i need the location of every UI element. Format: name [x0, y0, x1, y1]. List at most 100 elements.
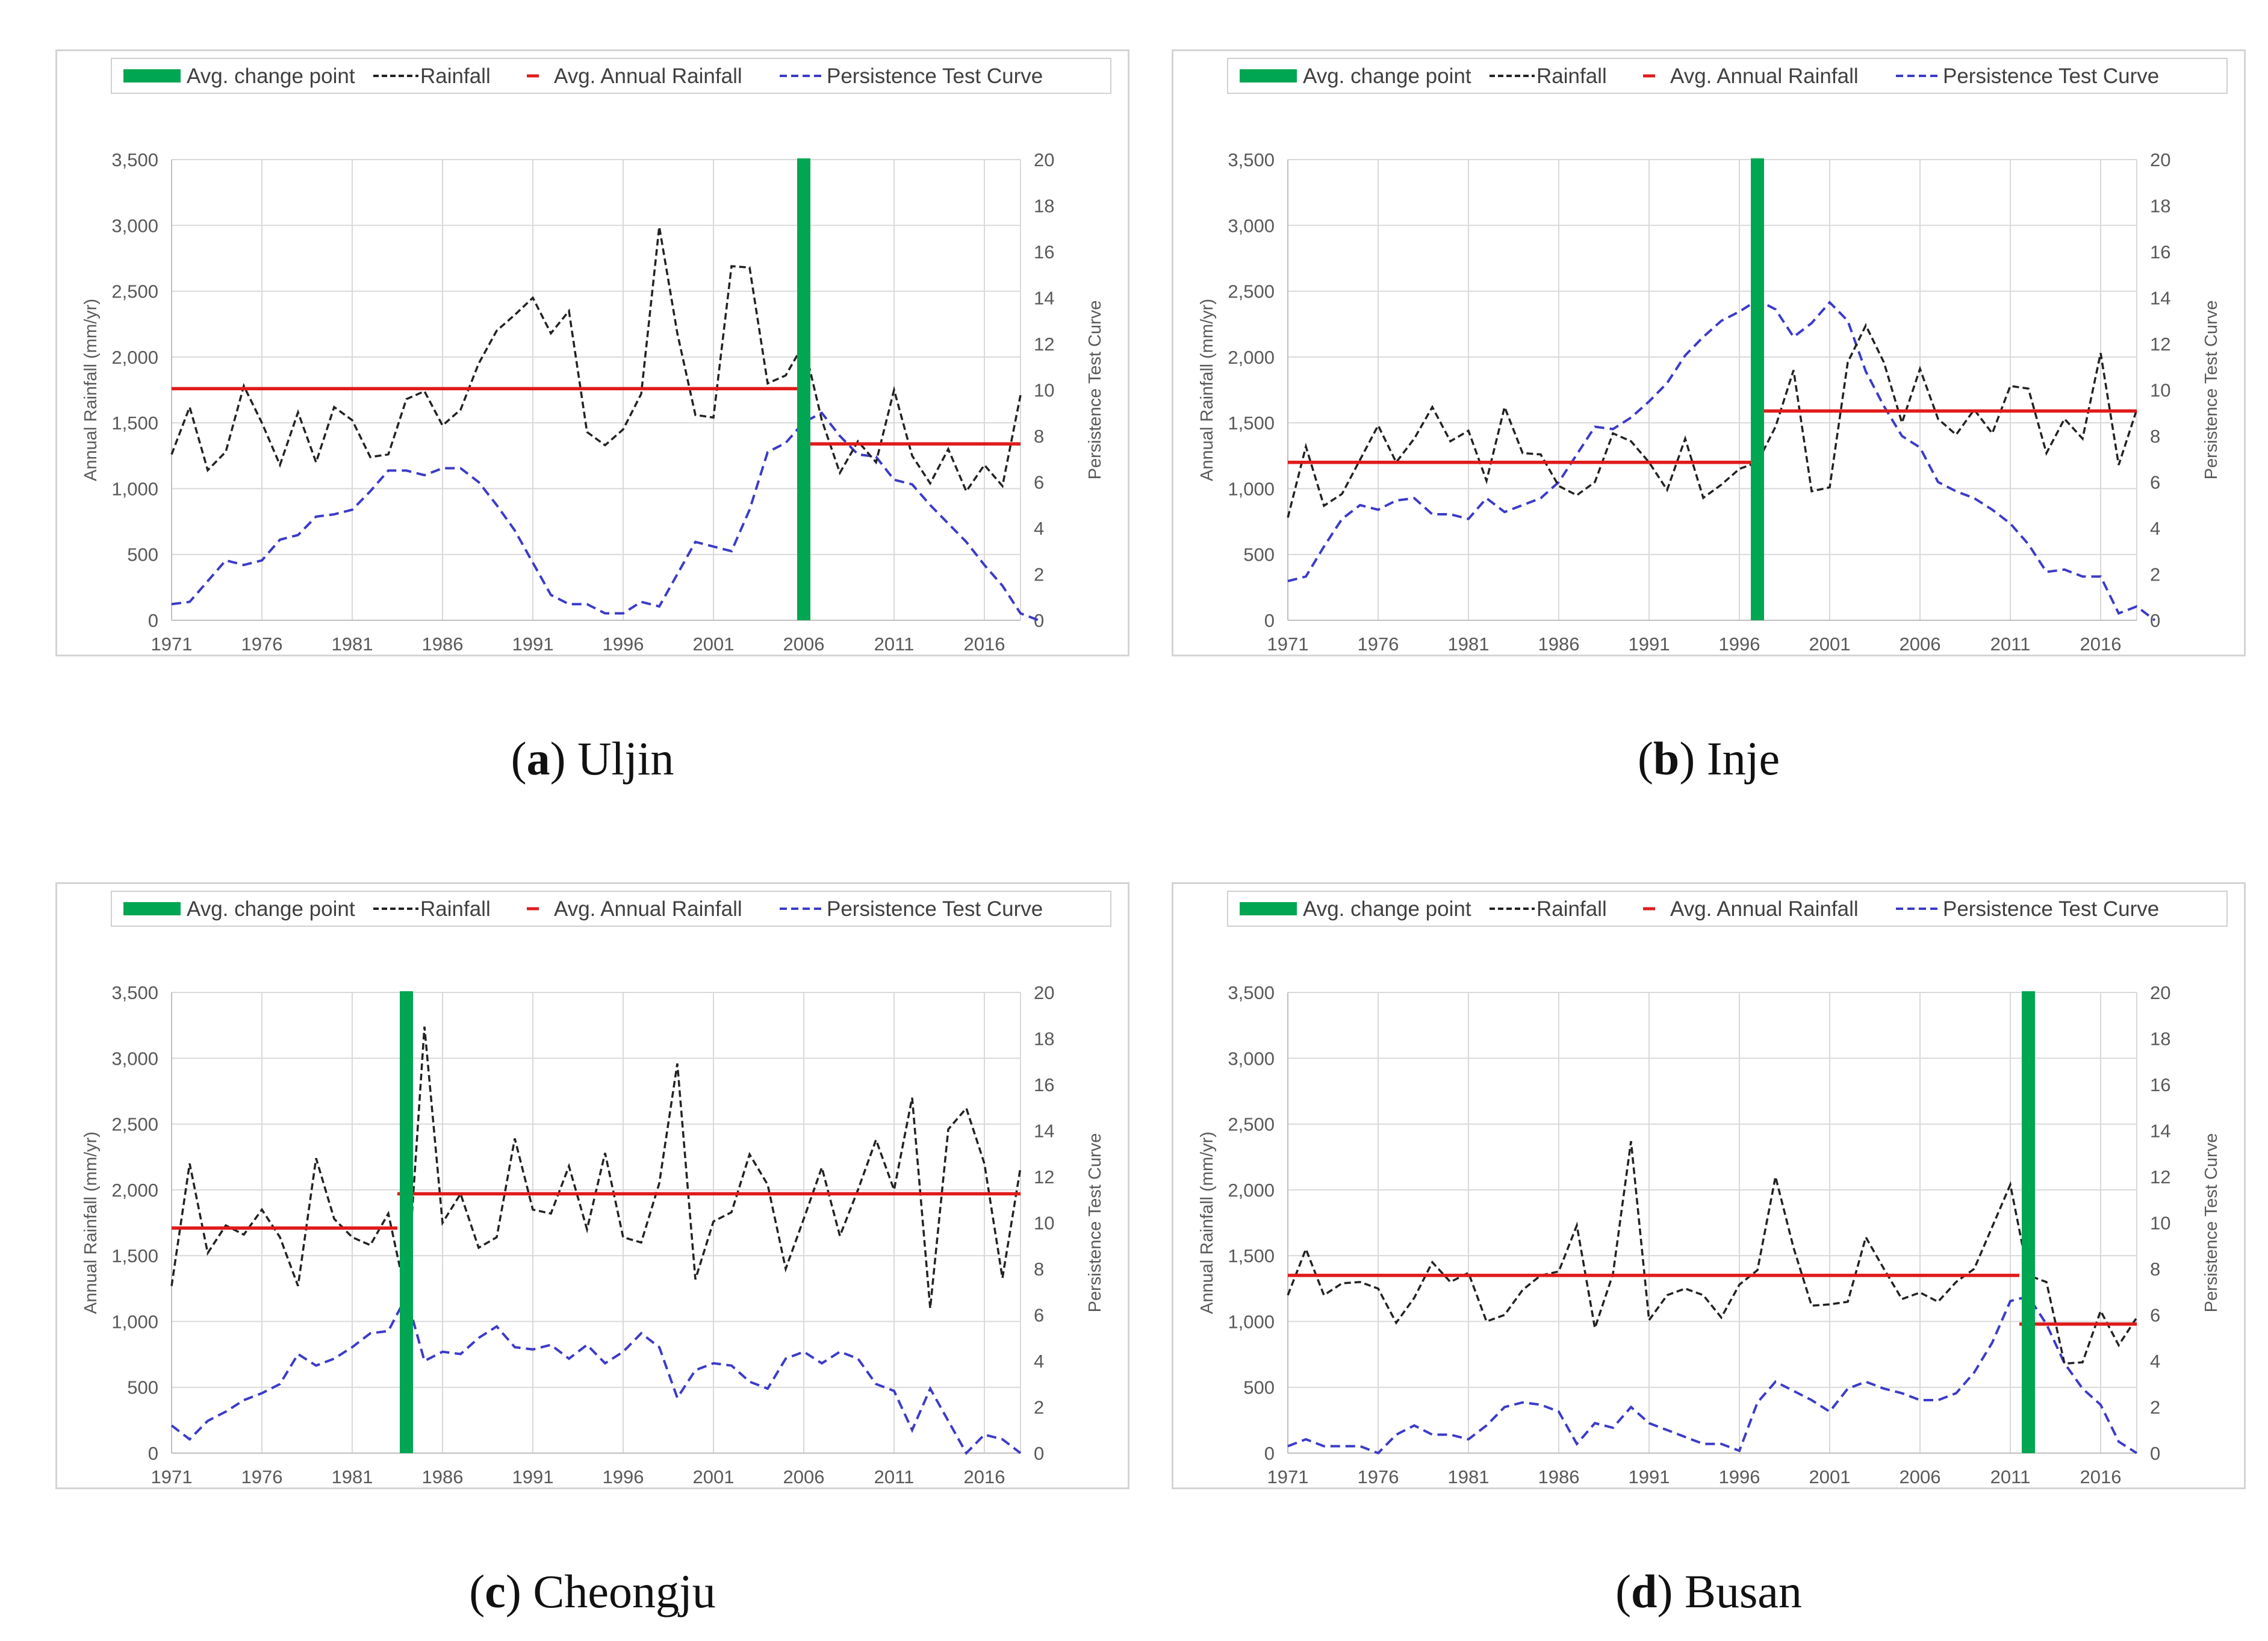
legend-label-avg: Avg. Annual Rainfall: [1670, 64, 1859, 88]
avg-change-point-bar: [1751, 158, 1764, 620]
y2-tick-label: 2: [2150, 1397, 2160, 1418]
avg-change-point-bar: [2022, 991, 2035, 1453]
y2-tick-label: 18: [1034, 1029, 1054, 1050]
chart-panel-inje: 0 500 1,000 1,500 2,000 2,500 3,000 3,500 0 2 4 6 8 1…: [1172, 49, 2246, 656]
y-tick-label: 3,500: [1228, 149, 1275, 170]
legend-frame: [1227, 891, 2228, 927]
legend: Avg. change point Rainfall Avg. Annual Rai…: [1227, 891, 2228, 927]
legend-label-rainfall: Rainfall: [1536, 897, 1607, 921]
x-tick-label: 1991: [512, 634, 554, 655]
chart-svg-busan: 0 500 1,000 1,500 2,000 2,500 3,000 3,500 0 2 4 6 8 1…: [1198, 891, 2228, 1487]
y-tick-label: 2,000: [111, 347, 158, 368]
caption-inje: (b) Inje: [1637, 732, 1780, 785]
y2-tick-label: 12: [2150, 1166, 2170, 1188]
y-tick-label: 1,500: [111, 1245, 158, 1266]
y2-tick-label: 18: [1034, 196, 1054, 217]
legend-label-change-point: Avg. change point: [1303, 897, 1471, 921]
caption-letter: c: [485, 1565, 506, 1618]
caption-station: Uljin: [577, 732, 674, 785]
y2-tick-label: 2: [1034, 1397, 1044, 1418]
x-tick-label: 2006: [1900, 1466, 1941, 1487]
legend: Avg. change point Rainfall Avg. Annual Rai…: [111, 891, 1111, 927]
x-tick-label: 1976: [241, 1466, 283, 1487]
x-tick-label: 2001: [1809, 634, 1851, 655]
x-tick-label: 2016: [2080, 634, 2122, 655]
y2-tick-label: 8: [1034, 1259, 1044, 1280]
x-tick-label: 1986: [1538, 634, 1580, 655]
x-tick-label: 1996: [1719, 1466, 1760, 1487]
y2-tick-label: 16: [1034, 1074, 1054, 1095]
x-tick-label: 2001: [693, 634, 735, 655]
x-tick-label: 1991: [1629, 1466, 1670, 1487]
legend: Avg. change point Rainfall Avg. Annual Rai…: [111, 58, 1111, 94]
y2-tick-label: 6: [1034, 472, 1044, 493]
y-tick-label: 1,000: [1228, 478, 1275, 499]
y-tick-label: 1,500: [1228, 1245, 1275, 1266]
x-tick-label: 1971: [151, 634, 193, 655]
y2-tick-label: 8: [2150, 426, 2160, 447]
x-tick-label: 1971: [151, 1466, 193, 1487]
rainfall-line: [170, 1026, 1022, 1309]
y2-tick-label: 18: [2150, 1029, 2170, 1050]
y2-tick-label: 20: [1034, 149, 1054, 170]
rainfall-line: [170, 226, 1022, 494]
y2-tick-label: 0: [1034, 610, 1044, 631]
x-tick-label: 1981: [332, 1466, 373, 1487]
x-tick-label: 1991: [1629, 634, 1670, 655]
legend-label-persistence: Persistence Test Curve: [1943, 897, 2159, 921]
caption-station: Busan: [1684, 1565, 1802, 1618]
persistence-test-curve: [1287, 1295, 2138, 1455]
y-tick-label: 3,500: [1228, 982, 1275, 1003]
y2-tick-label: 12: [2150, 334, 2170, 355]
y2-tick-label: 6: [1034, 1305, 1044, 1326]
y2-tick-label: 10: [2150, 380, 2170, 401]
legend-label-change-point: Avg. change point: [187, 897, 355, 921]
y2-tick-label: 16: [1034, 241, 1054, 263]
x-tick-label: 1991: [512, 1466, 554, 1487]
x-tick-label: 1976: [1358, 1466, 1399, 1487]
y2-tick-label: 12: [1034, 1166, 1054, 1188]
x-tick-label: 1981: [1448, 634, 1490, 655]
legend-label-rainfall: Rainfall: [420, 64, 491, 88]
y-tick-label: 3,500: [111, 982, 158, 1003]
y-tick-label: 0: [148, 610, 158, 631]
legend-swatch-change-point: [1240, 69, 1297, 83]
x-tick-label: 1971: [1267, 1466, 1309, 1487]
caption-uljin: (a) Uljin: [511, 732, 674, 785]
legend-label-rainfall: Rainfall: [420, 897, 491, 921]
y-tick-label: 2,000: [111, 1180, 158, 1201]
y2-tick-label: 16: [2150, 1074, 2170, 1095]
caption-letter: b: [1653, 732, 1680, 785]
y2-axis-title: Persistence Test Curve: [1086, 1133, 1105, 1313]
y-tick-label: 500: [127, 1377, 158, 1398]
avg-change-point-bar: [400, 991, 413, 1453]
chart-panel-busan: 0 500 1,000 1,500 2,000 2,500 3,000 3,500 0 2 4 6 8 1…: [1172, 882, 2246, 1489]
y2-axis-title: Persistence Test Curve: [2202, 300, 2221, 480]
y-tick-label: 3,000: [1228, 1048, 1275, 1069]
x-tick-label: 2016: [964, 1466, 1005, 1487]
caption-letter: d: [1631, 1565, 1658, 1618]
legend-frame: [111, 891, 1111, 927]
y2-axis-title: Persistence Test Curve: [1086, 300, 1105, 480]
legend-label-persistence: Persistence Test Curve: [827, 64, 1043, 88]
y2-tick-label: 4: [2150, 518, 2160, 539]
legend-label-avg: Avg. Annual Rainfall: [554, 64, 742, 88]
y-tick-label: 0: [148, 1443, 158, 1464]
legend-label-change-point: Avg. change point: [1303, 64, 1471, 88]
legend: Avg. change point Rainfall Avg. Annual Rai…: [1227, 58, 2228, 94]
x-tick-label: 1981: [1448, 1466, 1490, 1487]
y2-tick-label: 6: [2150, 472, 2160, 493]
y2-tick-label: 14: [2150, 1121, 2170, 1142]
x-tick-label: 1986: [1538, 1466, 1580, 1487]
y-tick-label: 2,500: [1228, 281, 1275, 302]
chart-svg-inje: 0 500 1,000 1,500 2,000 2,500 3,000 3,500 0 2 4 6 8 1…: [1198, 58, 2228, 655]
y-tick-label: 500: [1243, 1377, 1275, 1398]
y-tick-label: 500: [1243, 544, 1275, 565]
y-tick-label: 2,500: [111, 281, 158, 302]
y2-tick-label: 14: [1034, 288, 1054, 309]
y2-tick-label: 4: [1034, 518, 1044, 539]
y-tick-label: 1,000: [111, 1311, 158, 1332]
y2-tick-label: 14: [1034, 1121, 1054, 1142]
x-tick-label: 2001: [1809, 1466, 1851, 1487]
y2-tick-label: 0: [1034, 1443, 1044, 1464]
